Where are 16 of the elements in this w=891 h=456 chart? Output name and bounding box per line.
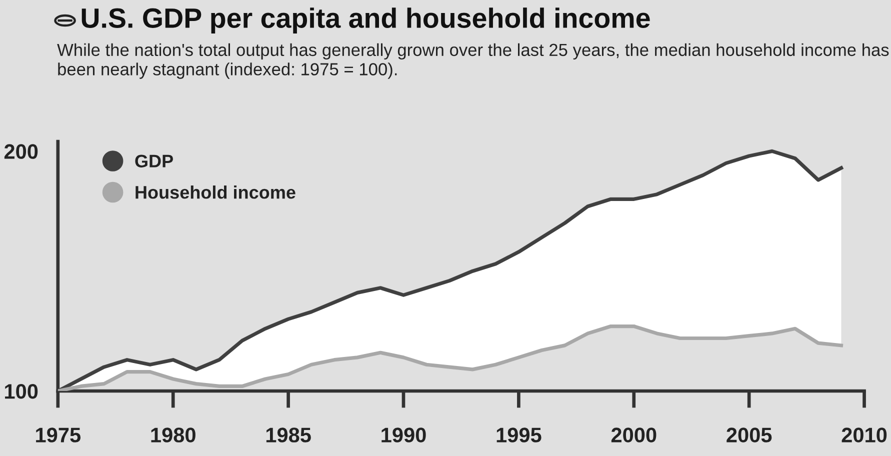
line-series — [58, 324, 844, 392]
y-tick-label: 200 — [4, 144, 38, 159]
x-tick-label: 1990 — [382, 428, 426, 442]
chart-title: U.S. GDP per capita and household income — [82, 8, 650, 34]
legend-label: GDP — [135, 154, 173, 168]
legend-label: Household income — [136, 186, 296, 199]
x-tick-label: 2005 — [726, 428, 772, 442]
line-series — [58, 149, 844, 392]
y-tick-label: 100 — [5, 384, 38, 399]
x-tick-label: 1985 — [266, 428, 311, 442]
x-tick-label: 2010 — [842, 428, 887, 442]
x-tick-label: 1975 — [36, 428, 81, 442]
x-tick-label: 2000 — [611, 428, 656, 442]
chart-subtitle: While the nation's total output has generally grown over the last 25 years, the median household income has been nearly stagnant (indexed: 1975 = 100). — [57, 43, 889, 79]
x-tick-label: 1995 — [496, 428, 542, 442]
x-tick-label: 1980 — [151, 428, 196, 442]
